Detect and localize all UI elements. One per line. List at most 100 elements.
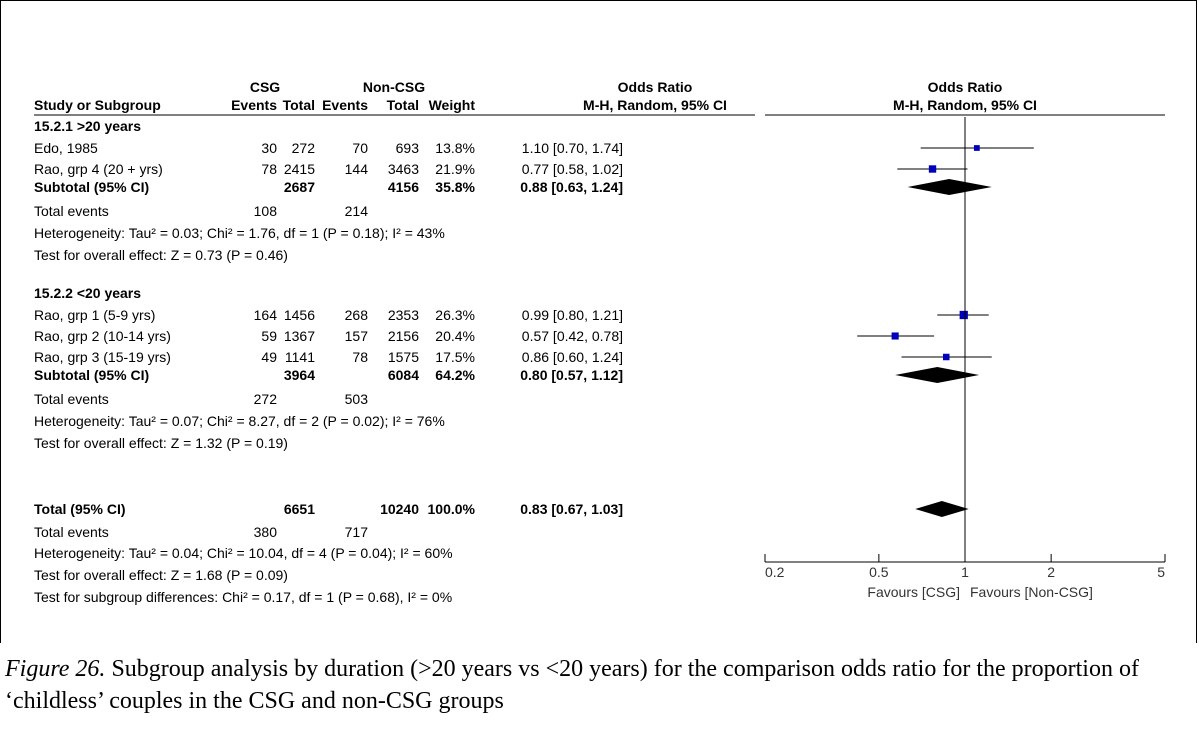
header-plot-title: Odds Ratio <box>928 79 1003 95</box>
subtotal-label: Subtotal (95% CI) <box>34 367 149 383</box>
study-total-noncsg: 2156 <box>388 328 419 344</box>
header-weight: Weight <box>429 97 476 113</box>
total-label: Total (95% CI) <box>34 501 126 517</box>
subgroup-heterogeneity: Heterogeneity: Tau² = 0.07; Chi² = 8.27,… <box>34 413 445 429</box>
subgroup-heading: 15.2.2 <20 years <box>34 285 141 301</box>
subtotal-total-csg: 2687 <box>284 179 315 195</box>
header-or: Odds Ratio <box>618 79 693 95</box>
subtotal-ci-text: 0.88 [0.63, 1.24] <box>520 179 623 195</box>
study-events-csg: 59 <box>261 328 277 344</box>
subtotal-diamond <box>907 179 992 195</box>
study-events-noncsg: 144 <box>345 161 369 177</box>
total-overall-effect: Test for overall effect: Z = 1.68 (P = 0… <box>34 567 288 583</box>
study-name: Rao, grp 1 (5-9 yrs) <box>34 307 155 323</box>
subtotal-total-noncsg: 6084 <box>388 367 419 383</box>
x-tick-label: 5 <box>1157 564 1165 580</box>
total-events-noncsg: 717 <box>345 524 369 540</box>
subgroup-overall-effect: Test for overall effect: Z = 0.73 (P = 0… <box>34 247 288 263</box>
subtotal-weight: 64.2% <box>435 367 475 383</box>
x-tick-label: 0.2 <box>765 564 785 580</box>
total-total-noncsg: 10240 <box>380 501 419 517</box>
subgroup-heading: 15.2.1 >20 years <box>34 118 141 134</box>
study-marker <box>891 332 899 340</box>
study-total-noncsg: 1575 <box>388 349 419 365</box>
study-events-csg: 78 <box>261 161 277 177</box>
x-tick-label: 2 <box>1047 564 1055 580</box>
study-total-csg: 1367 <box>284 328 315 344</box>
total-diamond <box>915 501 969 517</box>
study-total-noncsg: 693 <box>396 140 420 156</box>
study-weight: 21.9% <box>435 161 475 177</box>
study-ci-text: 0.77 [0.58, 1.02] <box>522 161 623 177</box>
study-ci-text: 0.86 [0.60, 1.24] <box>522 349 623 365</box>
study-events-csg: 49 <box>261 349 277 365</box>
header-study: Study or Subgroup <box>34 97 161 113</box>
subgroup-events-label: Total events <box>34 203 109 219</box>
favours-left-label: Favours [CSG] <box>867 584 960 600</box>
subgroup-differences: Test for subgroup differences: Chi² = 0.… <box>34 589 452 605</box>
forest-plot: CSG Non-CSG Odds Ratio Odds Ratio Study or S… <box>34 79 1166 605</box>
total-ci-text: 0.83 [0.67, 1.03] <box>520 501 623 517</box>
study-ci-text: 1.10 [0.70, 1.74] <box>522 140 623 156</box>
figure-frame <box>0 0 1197 643</box>
study-total-csg: 1456 <box>284 307 315 323</box>
subgroup-overall-effect: Test for overall effect: Z = 1.32 (P = 0… <box>34 435 288 451</box>
study-weight: 26.3% <box>435 307 475 323</box>
study-weight: 13.8% <box>435 140 475 156</box>
header-method: M-H, Random, 95% CI <box>583 97 727 113</box>
total-total-csg: 6651 <box>284 501 315 517</box>
header-plot-method: M-H, Random, 95% CI <box>893 97 1037 113</box>
subgroup-events-label: Total events <box>34 391 109 407</box>
study-events-noncsg: 157 <box>345 328 369 344</box>
study-ci-text: 0.99 [0.80, 1.21] <box>522 307 623 323</box>
figure-caption: Figure 26. Subgroup analysis by duration… <box>5 653 1190 717</box>
study-marker <box>959 310 968 320</box>
study-events-noncsg: 268 <box>345 307 369 323</box>
subtotal-diamond <box>895 367 980 383</box>
x-tick-label: 1 <box>961 564 969 580</box>
study-name: Rao, grp 4 (20 + yrs) <box>34 161 163 177</box>
study-total-noncsg: 2353 <box>388 307 419 323</box>
study-marker <box>928 165 937 173</box>
x-tick-label: 0.5 <box>869 564 889 580</box>
study-total-csg: 1141 <box>285 349 315 365</box>
header-events-1: Events <box>231 97 277 113</box>
subgroup-events-csg: 272 <box>254 391 278 407</box>
header-total-1: Total <box>283 97 315 113</box>
subtotal-label: Subtotal (95% CI) <box>34 179 149 195</box>
subgroup-events-noncsg: 503 <box>345 391 369 407</box>
subtotal-total-csg: 3964 <box>284 367 315 383</box>
total-weight: 100.0% <box>428 501 476 517</box>
study-events-csg: 164 <box>254 307 278 323</box>
total-events-label: Total events <box>34 524 109 540</box>
header-events-2: Events <box>322 97 368 113</box>
study-weight: 17.5% <box>435 349 475 365</box>
header-total-2: Total <box>387 97 419 113</box>
study-total-noncsg: 3463 <box>388 161 419 177</box>
study-name: Edo, 1985 <box>34 140 98 156</box>
study-events-noncsg: 78 <box>352 349 368 365</box>
total-heterogeneity: Heterogeneity: Tau² = 0.04; Chi² = 10.04… <box>34 545 453 561</box>
header-group2: Non-CSG <box>363 79 425 95</box>
study-total-csg: 272 <box>292 140 316 156</box>
subgroup-events-noncsg: 214 <box>345 203 369 219</box>
subtotal-weight: 35.8% <box>435 179 475 195</box>
study-marker <box>943 353 950 361</box>
study-name: Rao, grp 2 (10-14 yrs) <box>34 328 171 344</box>
caption-text: Subgroup analysis by duration (>20 years… <box>5 656 1139 714</box>
favours-right-label: Favours [Non-CSG] <box>970 584 1093 600</box>
subtotal-total-noncsg: 4156 <box>388 179 419 195</box>
subtotal-ci-text: 0.80 [0.57, 1.12] <box>520 367 623 383</box>
study-events-noncsg: 70 <box>352 140 368 156</box>
study-total-csg: 2415 <box>284 161 315 177</box>
total-events-csg: 380 <box>254 524 278 540</box>
subgroup-events-csg: 108 <box>254 203 278 219</box>
caption-figure-label: Figure 26. <box>5 656 106 682</box>
study-name: Rao, grp 3 (15-19 yrs) <box>34 349 171 365</box>
subgroup-heterogeneity: Heterogeneity: Tau² = 0.03; Chi² = 1.76,… <box>34 225 445 241</box>
study-ci-text: 0.57 [0.42, 0.78] <box>522 328 623 344</box>
study-marker <box>973 145 980 151</box>
study-events-csg: 30 <box>261 140 277 156</box>
study-weight: 20.4% <box>435 328 475 344</box>
header-group1: CSG <box>250 79 280 95</box>
